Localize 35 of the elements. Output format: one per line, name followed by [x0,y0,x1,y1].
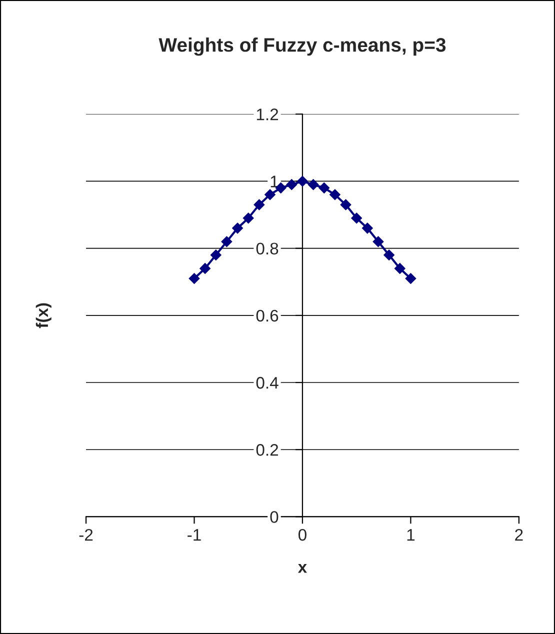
point [297,176,308,187]
point [394,263,406,274]
point [210,250,222,260]
point [254,199,265,210]
point [330,189,340,200]
point [351,212,362,224]
point [405,273,416,284]
y-tick-label: 1.2 [256,108,278,120]
y-tick-label: 0.2 [256,444,278,456]
point [221,236,232,248]
y-axis-title: f(x) [36,303,52,328]
y-tick-label: 0 [270,511,278,523]
point [308,179,319,190]
point [188,273,200,284]
y-tick-label: 0.8 [256,242,278,255]
point [200,263,211,274]
point [286,179,298,190]
x-tick-label: -2 [79,528,93,541]
point [232,222,243,234]
point [275,182,286,194]
point [372,236,384,248]
point [362,222,373,234]
x-tick-label: 1 [407,529,415,541]
chart-title: Weights of Fuzzy c-means, p=3 [158,38,446,56]
x-tick-label: -1 [188,529,201,541]
y-tick-label: 0.4 [256,376,278,389]
x-axis-title: x [298,564,307,573]
x-tick-label: 0 [298,528,306,541]
point [318,182,330,194]
y-tick-label: 0.6 [256,310,278,322]
point [340,199,352,210]
point [384,250,394,260]
point [242,212,254,224]
x-tick-label: 2 [515,528,523,541]
point [264,189,276,200]
